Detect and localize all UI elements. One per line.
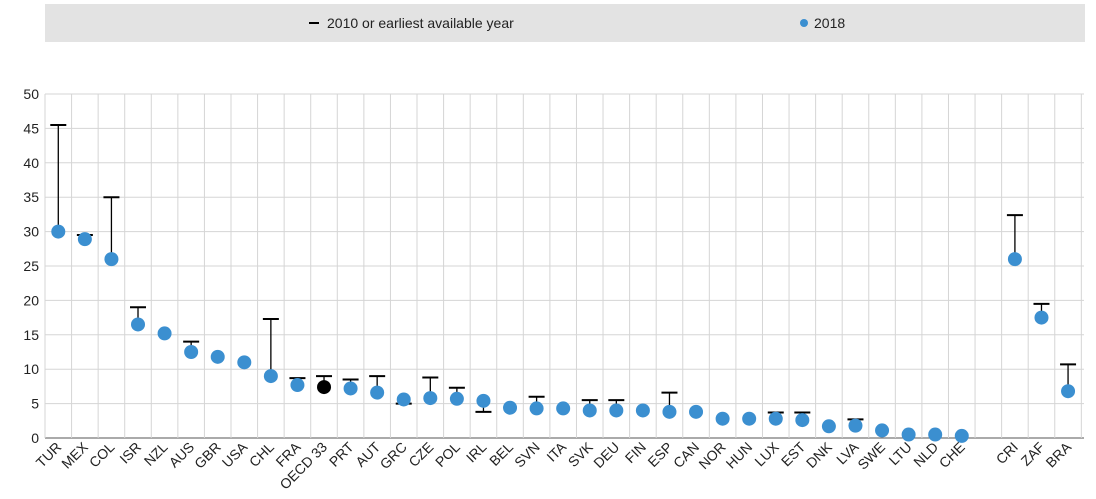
point-2018 — [104, 252, 119, 267]
x-tick-label: SWE — [854, 439, 888, 473]
x-tick-label: EST — [778, 438, 809, 469]
x-tick-label: PRT — [326, 438, 357, 469]
y-tick-label: 45 — [23, 120, 39, 136]
x-tick-label: IRL — [463, 439, 490, 466]
point-2018 — [582, 403, 597, 418]
x-tick-label: NLD — [910, 439, 941, 470]
point-2018 — [370, 385, 385, 400]
point-2018 — [742, 411, 757, 426]
y-tick-label: 10 — [23, 361, 39, 377]
point-2018 — [689, 404, 704, 419]
x-tick-label: CHE — [936, 439, 968, 471]
x-tick-label: NZL — [141, 439, 171, 469]
y-tick-label: 30 — [23, 224, 39, 240]
x-tick-label: LTU — [885, 439, 914, 468]
point-2018 — [954, 428, 969, 443]
x-tick-label: NOR — [695, 439, 728, 472]
point-2018 — [131, 317, 146, 332]
point-2018 — [157, 326, 172, 341]
point-2018 — [1034, 310, 1049, 325]
x-tick-label: CAN — [670, 439, 702, 471]
x-tick-label: FIN — [622, 439, 649, 466]
point-2018 — [635, 403, 650, 418]
x-tick-label: GBR — [191, 439, 224, 472]
point-2018 — [662, 404, 677, 419]
point-2018 — [210, 349, 225, 364]
point-2018 — [928, 427, 943, 442]
point-2018 — [317, 380, 332, 395]
x-tick-label: AUT — [352, 438, 383, 469]
point-2018 — [609, 403, 624, 418]
x-tick-label: POL — [432, 439, 463, 470]
x-tick-label: CRI — [993, 439, 1021, 467]
legend-dot-icon — [800, 19, 808, 27]
legend-tick-icon — [309, 22, 319, 24]
point-2018 — [821, 419, 836, 434]
legend: 2010 or earliest available year 2018 — [45, 4, 1085, 42]
x-tick-label: ZAF — [1018, 439, 1048, 469]
x-tick-label: BRA — [1043, 438, 1075, 470]
y-tick-label: 40 — [23, 155, 39, 171]
y-tick-label: 35 — [23, 189, 39, 205]
point-2018 — [263, 369, 278, 384]
legend-label-2018: 2018 — [814, 15, 846, 31]
point-2018 — [848, 418, 863, 433]
y-tick-label: 25 — [23, 258, 39, 274]
chart: 05101520253035404550TURMEXCOLISRNZLAUSGB… — [23, 86, 1084, 492]
point-2018 — [503, 400, 518, 415]
x-tick-label: USA — [219, 438, 251, 470]
legend-item-earliest: 2010 or earliest available year — [309, 15, 514, 31]
legend-item-2018: 2018 — [800, 15, 845, 31]
point-2018 — [1007, 252, 1022, 267]
point-2018 — [795, 413, 810, 428]
point-2018 — [529, 401, 544, 416]
legend-label-earliest: 2010 or earliest available year — [327, 15, 514, 31]
x-tick-label: COL — [86, 439, 118, 471]
x-tick-label: AUS — [166, 439, 198, 471]
y-tick-label: 0 — [31, 430, 39, 446]
y-tick-label: 50 — [23, 86, 39, 102]
point-2018 — [77, 232, 92, 247]
point-2018 — [343, 381, 358, 396]
x-tick-label: SVK — [565, 438, 597, 470]
x-tick-label: BEL — [486, 439, 516, 469]
x-tick-label: CZE — [405, 439, 436, 470]
point-2018 — [237, 355, 252, 370]
point-2018 — [875, 423, 890, 438]
point-2018 — [476, 393, 491, 408]
point-2018 — [715, 411, 730, 426]
x-tick-label: DNK — [803, 438, 836, 471]
x-tick-label: MEX — [58, 438, 91, 471]
point-2018 — [184, 345, 199, 359]
x-tick-label: CHL — [246, 439, 277, 470]
point-2018 — [901, 427, 916, 442]
point-2018 — [1061, 384, 1076, 399]
x-tick-label: HUN — [723, 439, 756, 472]
x-tick-label: SVN — [511, 439, 543, 471]
point-2018 — [51, 224, 66, 239]
x-tick-label: LUX — [751, 438, 782, 469]
y-tick-label: 5 — [31, 396, 39, 412]
x-tick-label: DEU — [590, 439, 622, 471]
point-2018 — [423, 391, 438, 406]
x-tick-label: ESP — [644, 439, 675, 470]
point-2018 — [449, 391, 464, 406]
point-2018 — [396, 392, 411, 407]
y-tick-label: 20 — [23, 292, 39, 308]
x-tick-label: ISR — [116, 439, 144, 467]
point-2018 — [768, 411, 783, 426]
y-tick-label: 15 — [23, 327, 39, 343]
point-2018 — [556, 401, 571, 416]
point-2018 — [290, 378, 305, 393]
x-tick-label: GRC — [377, 439, 410, 472]
